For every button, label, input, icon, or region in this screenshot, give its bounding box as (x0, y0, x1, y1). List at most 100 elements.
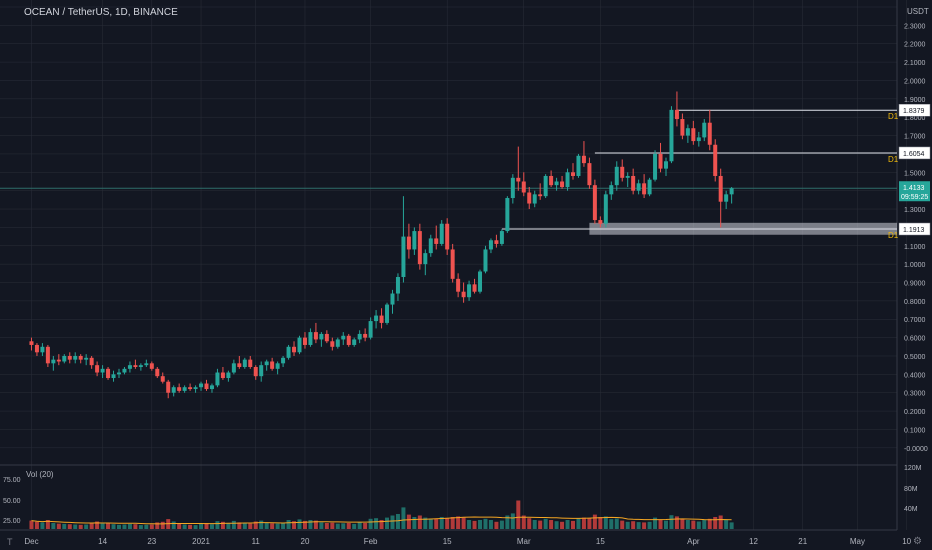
price-markers: 1.8379 1.6054 1.1913 1.4133 09:59:25 (898, 103, 931, 236)
candle-body (560, 181, 565, 187)
volume-bar (122, 524, 127, 529)
candle-body (609, 185, 614, 195)
price-tick-label: 0.7000 (904, 317, 926, 324)
volume-bar (417, 515, 422, 529)
price-tick-label: 1.3000 (904, 207, 926, 214)
candle-body (281, 357, 286, 364)
volume-bar (625, 521, 630, 529)
volume-bar (631, 521, 636, 529)
volume-bar (434, 519, 439, 529)
candle-body (450, 249, 455, 279)
volume-bar (78, 524, 83, 529)
candle-body (521, 181, 526, 193)
candle-body (636, 183, 641, 191)
volume-bar (302, 520, 307, 529)
candle-body (182, 387, 187, 391)
volume-bar (592, 514, 597, 529)
candle-body (177, 387, 182, 391)
volume-bar (499, 520, 504, 529)
volume-bar (401, 507, 406, 529)
currency-label: USDT (907, 7, 929, 16)
volume-bar (680, 518, 685, 529)
volume-bar (685, 520, 690, 529)
candle-body (543, 175, 548, 197)
level-tag: D1 (888, 155, 899, 164)
volume-bar (461, 517, 466, 529)
volume-bar (231, 520, 236, 529)
volume-bar (248, 523, 253, 529)
volume-bar (696, 521, 701, 529)
volume-bar (51, 523, 56, 529)
candle-body (423, 253, 428, 265)
volume-bar (111, 524, 116, 529)
candle-body (215, 372, 220, 386)
volume-bar (663, 520, 668, 529)
level-tag: D1 (888, 112, 899, 121)
time-tick-label: 23 (147, 537, 156, 546)
candle-body (718, 175, 723, 202)
level-price-text: 1.1913 (903, 227, 925, 234)
level-price-marker (898, 146, 931, 160)
volume-bar (297, 519, 302, 529)
candle-body (434, 238, 439, 244)
price-tick-label: 1.0000 (904, 262, 926, 269)
candle-body (417, 231, 422, 265)
candle-body (111, 374, 116, 379)
candle-body (592, 185, 597, 221)
candle-body (499, 231, 504, 244)
price-tick-label: 1.9000 (904, 97, 926, 104)
volume-bar (450, 517, 455, 529)
candle-body (581, 155, 586, 164)
candle-body (565, 172, 570, 187)
time-tick-label: Feb (364, 537, 378, 546)
volume-bar (133, 524, 138, 529)
candle-body (62, 355, 67, 362)
volume-bar (67, 524, 72, 529)
candle-body (527, 192, 532, 204)
volume-bar (560, 521, 565, 529)
volume-bar (341, 523, 346, 529)
volume-bar (505, 515, 510, 529)
volume-bar (521, 515, 526, 529)
volume-bar (313, 520, 318, 529)
volume-bar (598, 517, 603, 529)
volume-bar (527, 518, 532, 529)
volume-bar (614, 518, 619, 529)
volume-bar (84, 524, 89, 529)
price-tick-label: 2.1000 (904, 60, 926, 67)
volume-bar (100, 523, 105, 529)
candle-body (155, 368, 160, 377)
candle-body (472, 284, 477, 292)
price-axis[interactable]: 2.3000 2.2000 2.1000 2.0000 1.9000 1.8000 1.70… (904, 23, 928, 452)
volume-bar (253, 521, 258, 529)
volume-bar (346, 523, 351, 529)
countdown-text: 09:59:25 (901, 194, 928, 201)
time-tick-label: 15 (443, 537, 452, 546)
candle-body (647, 179, 652, 195)
volume-bar (286, 520, 291, 529)
candle-body (488, 240, 493, 250)
volume-bar (237, 522, 242, 529)
tradingview-logo[interactable]: T (7, 537, 13, 547)
candle-body (89, 357, 94, 366)
gear-icon[interactable]: ⚙ (913, 536, 922, 547)
volume-bar (29, 520, 34, 529)
volume-bar (363, 523, 368, 529)
volume-bar (45, 520, 50, 529)
volume-bar (144, 524, 149, 529)
candle-body (319, 333, 324, 340)
candle-body (242, 359, 247, 367)
candle-body (264, 361, 269, 366)
price-tick-label: 1.7000 (904, 134, 926, 141)
time-tick-label: Dec (24, 537, 38, 546)
volume-bar (209, 524, 214, 529)
volume-bar (532, 520, 537, 529)
volume-bar (138, 525, 143, 529)
candle-body (406, 236, 411, 250)
candle-body (67, 355, 72, 360)
candle-body (395, 277, 400, 294)
volume-bar (636, 522, 641, 529)
time-axis[interactable]: Dec142320211120Feb15Mar15Apr1221May1019 (24, 537, 932, 546)
price-tick-label: -0.0000 (904, 446, 928, 453)
